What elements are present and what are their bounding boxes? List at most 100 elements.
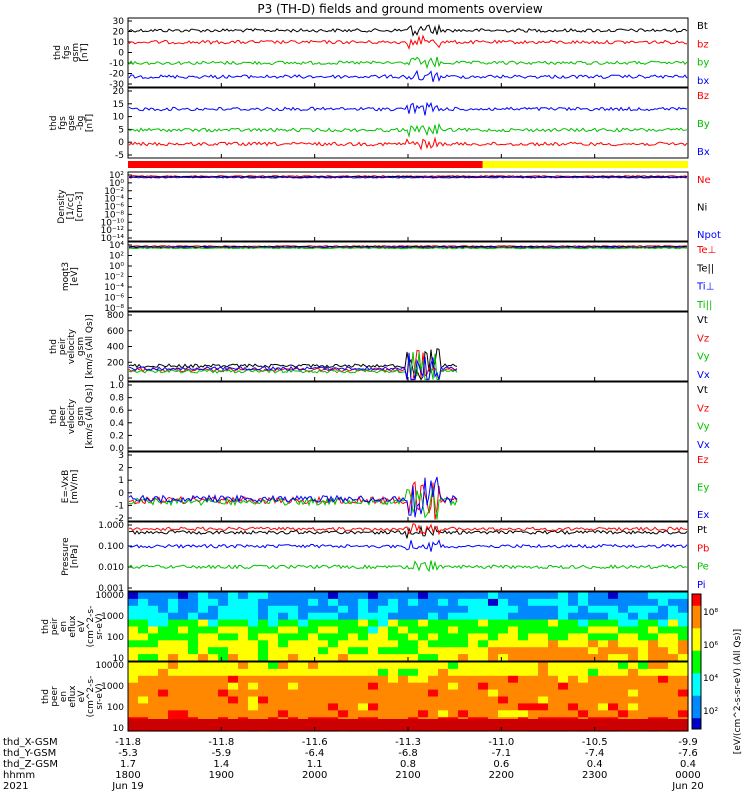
heatmap-cell (578, 633, 589, 641)
heatmap-cell (378, 592, 389, 600)
heatmap-cell (668, 640, 679, 648)
colorbar-segment (692, 594, 701, 597)
heatmap-cell (338, 682, 349, 691)
panel-y-label: thdpeirenefluxeV(cm^2-s-sr-eV) (41, 606, 105, 648)
heatmap-cell (128, 719, 688, 731)
panel-y-label-line: [km/s (All Qs)] (85, 314, 95, 378)
heatmap-cell (288, 619, 299, 628)
x-axis-tick-label: 2100 (395, 770, 420, 781)
heatmap-cell (288, 633, 299, 641)
heatmap-cell (188, 647, 199, 655)
heatmap-cell (338, 592, 349, 600)
heatmap-cell (448, 612, 459, 621)
heatmap-cell (548, 640, 559, 648)
heatmap-cell (598, 662, 609, 670)
legend-label: Bt (697, 21, 708, 32)
heatmap-cell (638, 703, 649, 711)
heatmap-cell (328, 626, 339, 634)
heatmap-cell (528, 703, 539, 711)
heatmap-cell (408, 710, 419, 718)
heatmap-cell (608, 619, 619, 628)
heatmap-cell (398, 647, 409, 655)
legend-label: Vx (697, 370, 710, 381)
heatmap-cell (228, 654, 239, 662)
heatmap-cell (678, 647, 689, 655)
heatmap-cell (288, 626, 299, 634)
heatmap-cell (348, 612, 359, 621)
heatmap-cell (518, 682, 529, 691)
heatmap-cell (498, 668, 509, 677)
heatmap-cell (498, 633, 509, 641)
heatmap-cell (258, 654, 269, 662)
legend-label: Npot (697, 230, 721, 241)
colorbar-segment (692, 693, 701, 696)
heatmap-cell (398, 633, 409, 641)
heatmap-cell (628, 598, 639, 607)
heatmap-cell (348, 668, 359, 677)
heatmap-cell (468, 682, 479, 691)
heatmap-cell (618, 626, 629, 634)
heatmap-cell (228, 626, 239, 634)
heatmap-cell (548, 689, 559, 698)
colorbar-segment (692, 600, 701, 604)
colorbar-segment (692, 675, 701, 678)
panel-y-label-line: [cm-3] (75, 192, 85, 222)
panel-y-label-line: (cm^2-s- (86, 606, 96, 648)
heatmap-cell (268, 703, 279, 711)
heatmap-cell (378, 598, 389, 607)
heatmap-cell (308, 675, 319, 684)
heatmap-cell (588, 689, 599, 698)
series-line-Te⊥ (128, 245, 688, 248)
colorbar-segment (692, 670, 701, 674)
heatmap-cell (478, 633, 489, 641)
heatmap-cell (648, 592, 659, 600)
colorbar-segment (692, 713, 701, 716)
heatmap-cell (678, 662, 689, 670)
heatmap-cell (248, 626, 259, 634)
heatmap-cell (248, 619, 259, 628)
heatmap-cell (218, 598, 229, 607)
colorbar-segment (692, 612, 701, 615)
heatmap-cell (498, 598, 509, 607)
heatmap-cell (598, 682, 609, 691)
colorbar-segment (692, 607, 701, 611)
x-axis-tick-label: 0000 (675, 770, 700, 781)
heatmap-cell (558, 640, 569, 648)
heatmap-cell (658, 668, 669, 677)
heatmap-cell (358, 675, 369, 684)
heatmap-cell (568, 662, 579, 670)
colorbar-segment (692, 720, 701, 723)
heatmap-cell (508, 626, 519, 634)
heatmap-cell (598, 703, 609, 711)
y-tick-label: 10 (113, 38, 125, 48)
colorbar-segment (692, 625, 701, 629)
heatmap-cell (678, 703, 689, 711)
heatmap-cell (458, 640, 469, 648)
panel-y-label: Pressure[nPa] (61, 537, 80, 576)
heatmap-cell (428, 696, 439, 704)
heatmap-cell (148, 654, 159, 662)
y-tick-label: 200 (107, 358, 124, 368)
heatmap-cell (258, 662, 269, 670)
heatmap-cell (378, 612, 389, 621)
heatmap-cell (618, 703, 629, 711)
heatmap-cell (628, 703, 639, 711)
heatmap-cell (248, 633, 259, 641)
heatmap-cell (668, 612, 679, 621)
heatmap-cell (258, 675, 269, 684)
colorbar-segment (692, 702, 701, 705)
heatmap-cell (638, 592, 649, 600)
heatmap-cell (458, 689, 469, 698)
heatmap-cell (338, 654, 349, 662)
series-line-Bt (128, 23, 688, 37)
heatmap-cell (258, 710, 269, 718)
heatmap-cell (488, 647, 499, 655)
heatmap-cell (368, 654, 379, 662)
heatmap-cell (678, 682, 689, 691)
heatmap-cell (158, 703, 169, 711)
heatmap-cell (508, 662, 519, 670)
heatmap-cell (438, 592, 449, 600)
heatmap-cell (198, 675, 209, 684)
heatmap-cell (608, 633, 619, 641)
y-tick-label: 0 (118, 374, 124, 384)
